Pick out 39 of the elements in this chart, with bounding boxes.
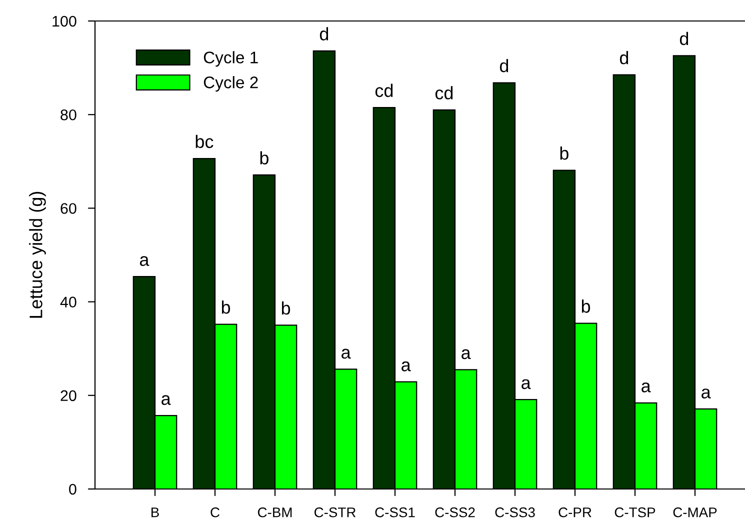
data-label: bc xyxy=(196,134,214,148)
y-tick-label: 100 xyxy=(52,16,76,27)
x-tick-label: C-PR xyxy=(558,507,592,518)
y-tick-label: 80 xyxy=(60,109,76,120)
y-tick-label: 40 xyxy=(60,296,76,308)
x-tick-label: C-BM xyxy=(258,507,292,518)
legend-label: Cycle 1 xyxy=(204,51,258,67)
x-tick-label: C-MAP xyxy=(673,507,717,518)
data-label: b xyxy=(560,146,568,160)
x-tick-label: C xyxy=(210,507,220,518)
data-label: a xyxy=(642,382,651,392)
legend-label: Cycle 2 xyxy=(204,76,258,92)
x-tick-label: C-STR xyxy=(314,507,356,518)
data-label: a xyxy=(140,256,150,266)
data-label: d xyxy=(680,32,688,46)
data-label: a xyxy=(162,395,171,406)
y-axis-title: Lettuce yield (g) xyxy=(29,192,46,318)
data-label: a xyxy=(342,348,351,359)
data-label: b xyxy=(222,300,230,314)
data-label: d xyxy=(620,51,628,64)
x-tick-label: C-TSP xyxy=(614,507,656,518)
data-label: a xyxy=(522,379,531,390)
data-label: a xyxy=(702,388,711,398)
data-label: b xyxy=(282,301,290,315)
y-tick-label: 0 xyxy=(69,484,76,495)
x-tick-label: C-SS3 xyxy=(495,507,535,518)
data-label: b xyxy=(582,300,590,313)
x-tick-label: B xyxy=(152,508,159,518)
x-tick-label: C-SS1 xyxy=(375,507,415,518)
x-tick-label: C-SS2 xyxy=(435,507,475,518)
data-label: d xyxy=(500,59,508,72)
data-label: d xyxy=(320,27,328,40)
data-label: b xyxy=(260,151,268,164)
data-label: a xyxy=(462,349,471,360)
y-tick-label: 60 xyxy=(60,203,76,214)
data-label: a xyxy=(402,361,411,372)
data-label: cd xyxy=(375,84,393,98)
data-label: cd xyxy=(435,86,453,100)
y-tick-label: 20 xyxy=(60,390,76,402)
